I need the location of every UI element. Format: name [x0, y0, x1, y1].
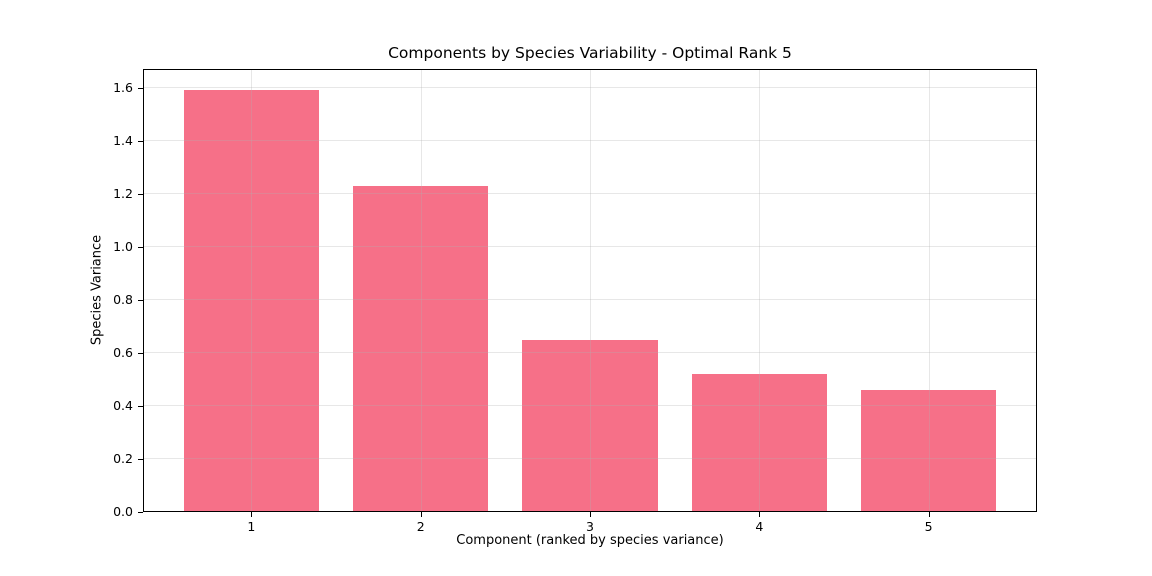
y-tick-mark: [138, 246, 143, 248]
x-tick-label: 4: [755, 519, 764, 534]
chart-title: Components by Species Variability - Opti…: [388, 44, 792, 62]
y-tick-label: 0.2: [113, 450, 133, 466]
y-tick-mark: [138, 458, 143, 460]
x-tick-label: 5: [924, 519, 933, 534]
bar: [691, 374, 828, 512]
x-tick-label: 1: [247, 519, 256, 534]
x-tick-mark: [590, 512, 591, 517]
y-tick-label: 1.0: [113, 238, 133, 254]
gridline-horizontal: [143, 298, 1037, 300]
x-tick-label: 2: [416, 519, 425, 534]
y-tick-label: 1.6: [113, 79, 133, 95]
gridline-horizontal: [143, 404, 1037, 406]
y-tick-mark: [138, 87, 143, 89]
gridline-vertical: [420, 69, 422, 512]
y-tick-label: 0.4: [113, 397, 133, 413]
gridline-vertical: [590, 69, 591, 512]
y-tick-label: 0.0: [113, 504, 133, 519]
y-tick-mark: [138, 352, 143, 354]
y-tick-label: 0.8: [113, 291, 133, 307]
y-tick-mark: [138, 512, 143, 513]
gridline-vertical: [251, 69, 253, 512]
x-tick-mark: [251, 512, 253, 517]
gridline-horizontal: [143, 245, 1037, 247]
x-axis-label: Component (ranked by species variance): [456, 533, 724, 548]
y-tick-label: 1.4: [113, 132, 133, 148]
y-tick-label: 1.2: [113, 185, 133, 201]
bar: [352, 185, 489, 512]
plot-area: [143, 69, 1037, 512]
gridline-vertical: [928, 69, 930, 512]
y-tick-mark: [138, 140, 143, 142]
gridline-horizontal: [143, 457, 1037, 459]
gridline-vertical: [759, 69, 761, 512]
gridline-horizontal: [143, 86, 1037, 88]
bar: [522, 339, 658, 512]
gridline-horizontal: [143, 139, 1037, 141]
gridline-horizontal: [143, 351, 1037, 353]
gridline-horizontal: [143, 192, 1037, 194]
y-tick-label: 0.6: [113, 344, 133, 360]
x-tick-mark: [928, 512, 930, 517]
x-tick-mark: [420, 512, 422, 517]
x-tick-label: 3: [586, 519, 594, 534]
x-tick-mark: [759, 512, 761, 517]
y-tick-mark: [138, 193, 143, 195]
y-tick-mark: [138, 405, 143, 407]
y-tick-mark: [138, 299, 143, 301]
bar: [860, 389, 997, 512]
bar: [183, 90, 320, 512]
